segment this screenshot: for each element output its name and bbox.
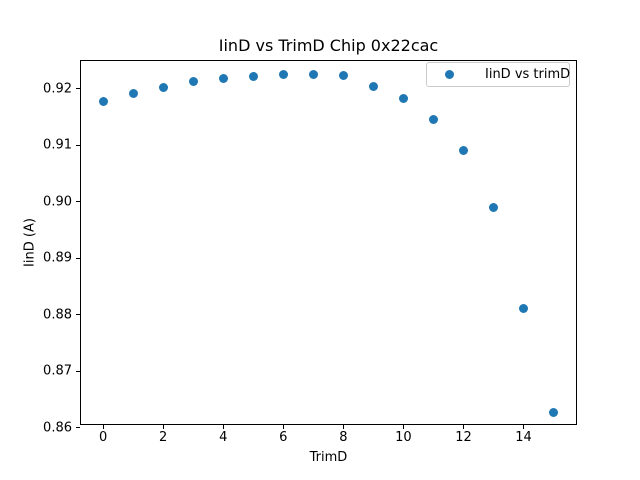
y-tick-mark [76, 370, 80, 372]
x-tick-mark [102, 425, 104, 429]
data-point [248, 71, 258, 81]
legend-marker-icon [445, 70, 454, 79]
x-tick-label: 6 [279, 430, 288, 445]
y-tick-label: 0.89 [43, 250, 72, 266]
data-point [368, 82, 378, 92]
x-tick-label: 0 [98, 430, 108, 445]
x-tick-label: 2 [159, 430, 168, 445]
x-tick-mark [523, 425, 525, 429]
y-tick-label: 0.91 [43, 137, 72, 153]
legend-label: IinD vs trimD [485, 67, 571, 82]
data-point [458, 146, 468, 156]
data-point [338, 71, 348, 81]
x-tick-mark [282, 425, 284, 429]
x-tick-label: 14 [515, 430, 532, 445]
y-tick-mark [76, 201, 80, 203]
y-tick-label: 0.92 [43, 81, 72, 97]
data-point [549, 407, 559, 417]
y-tick-mark [76, 314, 80, 316]
x-tick-mark [162, 425, 164, 429]
x-tick-label: 8 [339, 430, 348, 445]
y-tick-mark [76, 257, 80, 259]
x-tick-mark [342, 425, 344, 429]
y-tick-mark [76, 144, 80, 146]
chart-title: IinD vs TrimD Chip 0x22cac [218, 36, 439, 55]
data-point [158, 82, 168, 92]
legend: IinD vs trimD [426, 62, 570, 87]
data-point [308, 69, 318, 79]
data-point [519, 303, 529, 313]
x-tick-label: 12 [455, 430, 472, 445]
x-tick-mark [222, 425, 224, 429]
plot-area [80, 60, 577, 425]
x-tick-label: 4 [219, 430, 228, 445]
y-tick-mark [76, 88, 80, 90]
data-point [278, 70, 288, 80]
data-point [128, 89, 138, 99]
data-point [428, 114, 438, 124]
x-tick-mark [462, 425, 464, 429]
y-tick-label: 0.88 [43, 307, 72, 323]
data-point [218, 73, 228, 83]
y-tick-label: 0.90 [43, 194, 72, 210]
x-tick-label: 10 [395, 430, 412, 445]
x-tick-mark [402, 425, 404, 429]
data-point [398, 94, 408, 104]
data-point [98, 97, 108, 107]
x-axis-label: TrimD [309, 450, 348, 465]
data-point [188, 76, 198, 86]
y-tick-label: 0.86 [43, 420, 72, 436]
data-point [489, 202, 499, 212]
y-tick-label: 0.87 [43, 363, 72, 379]
y-tick-mark [76, 427, 80, 429]
